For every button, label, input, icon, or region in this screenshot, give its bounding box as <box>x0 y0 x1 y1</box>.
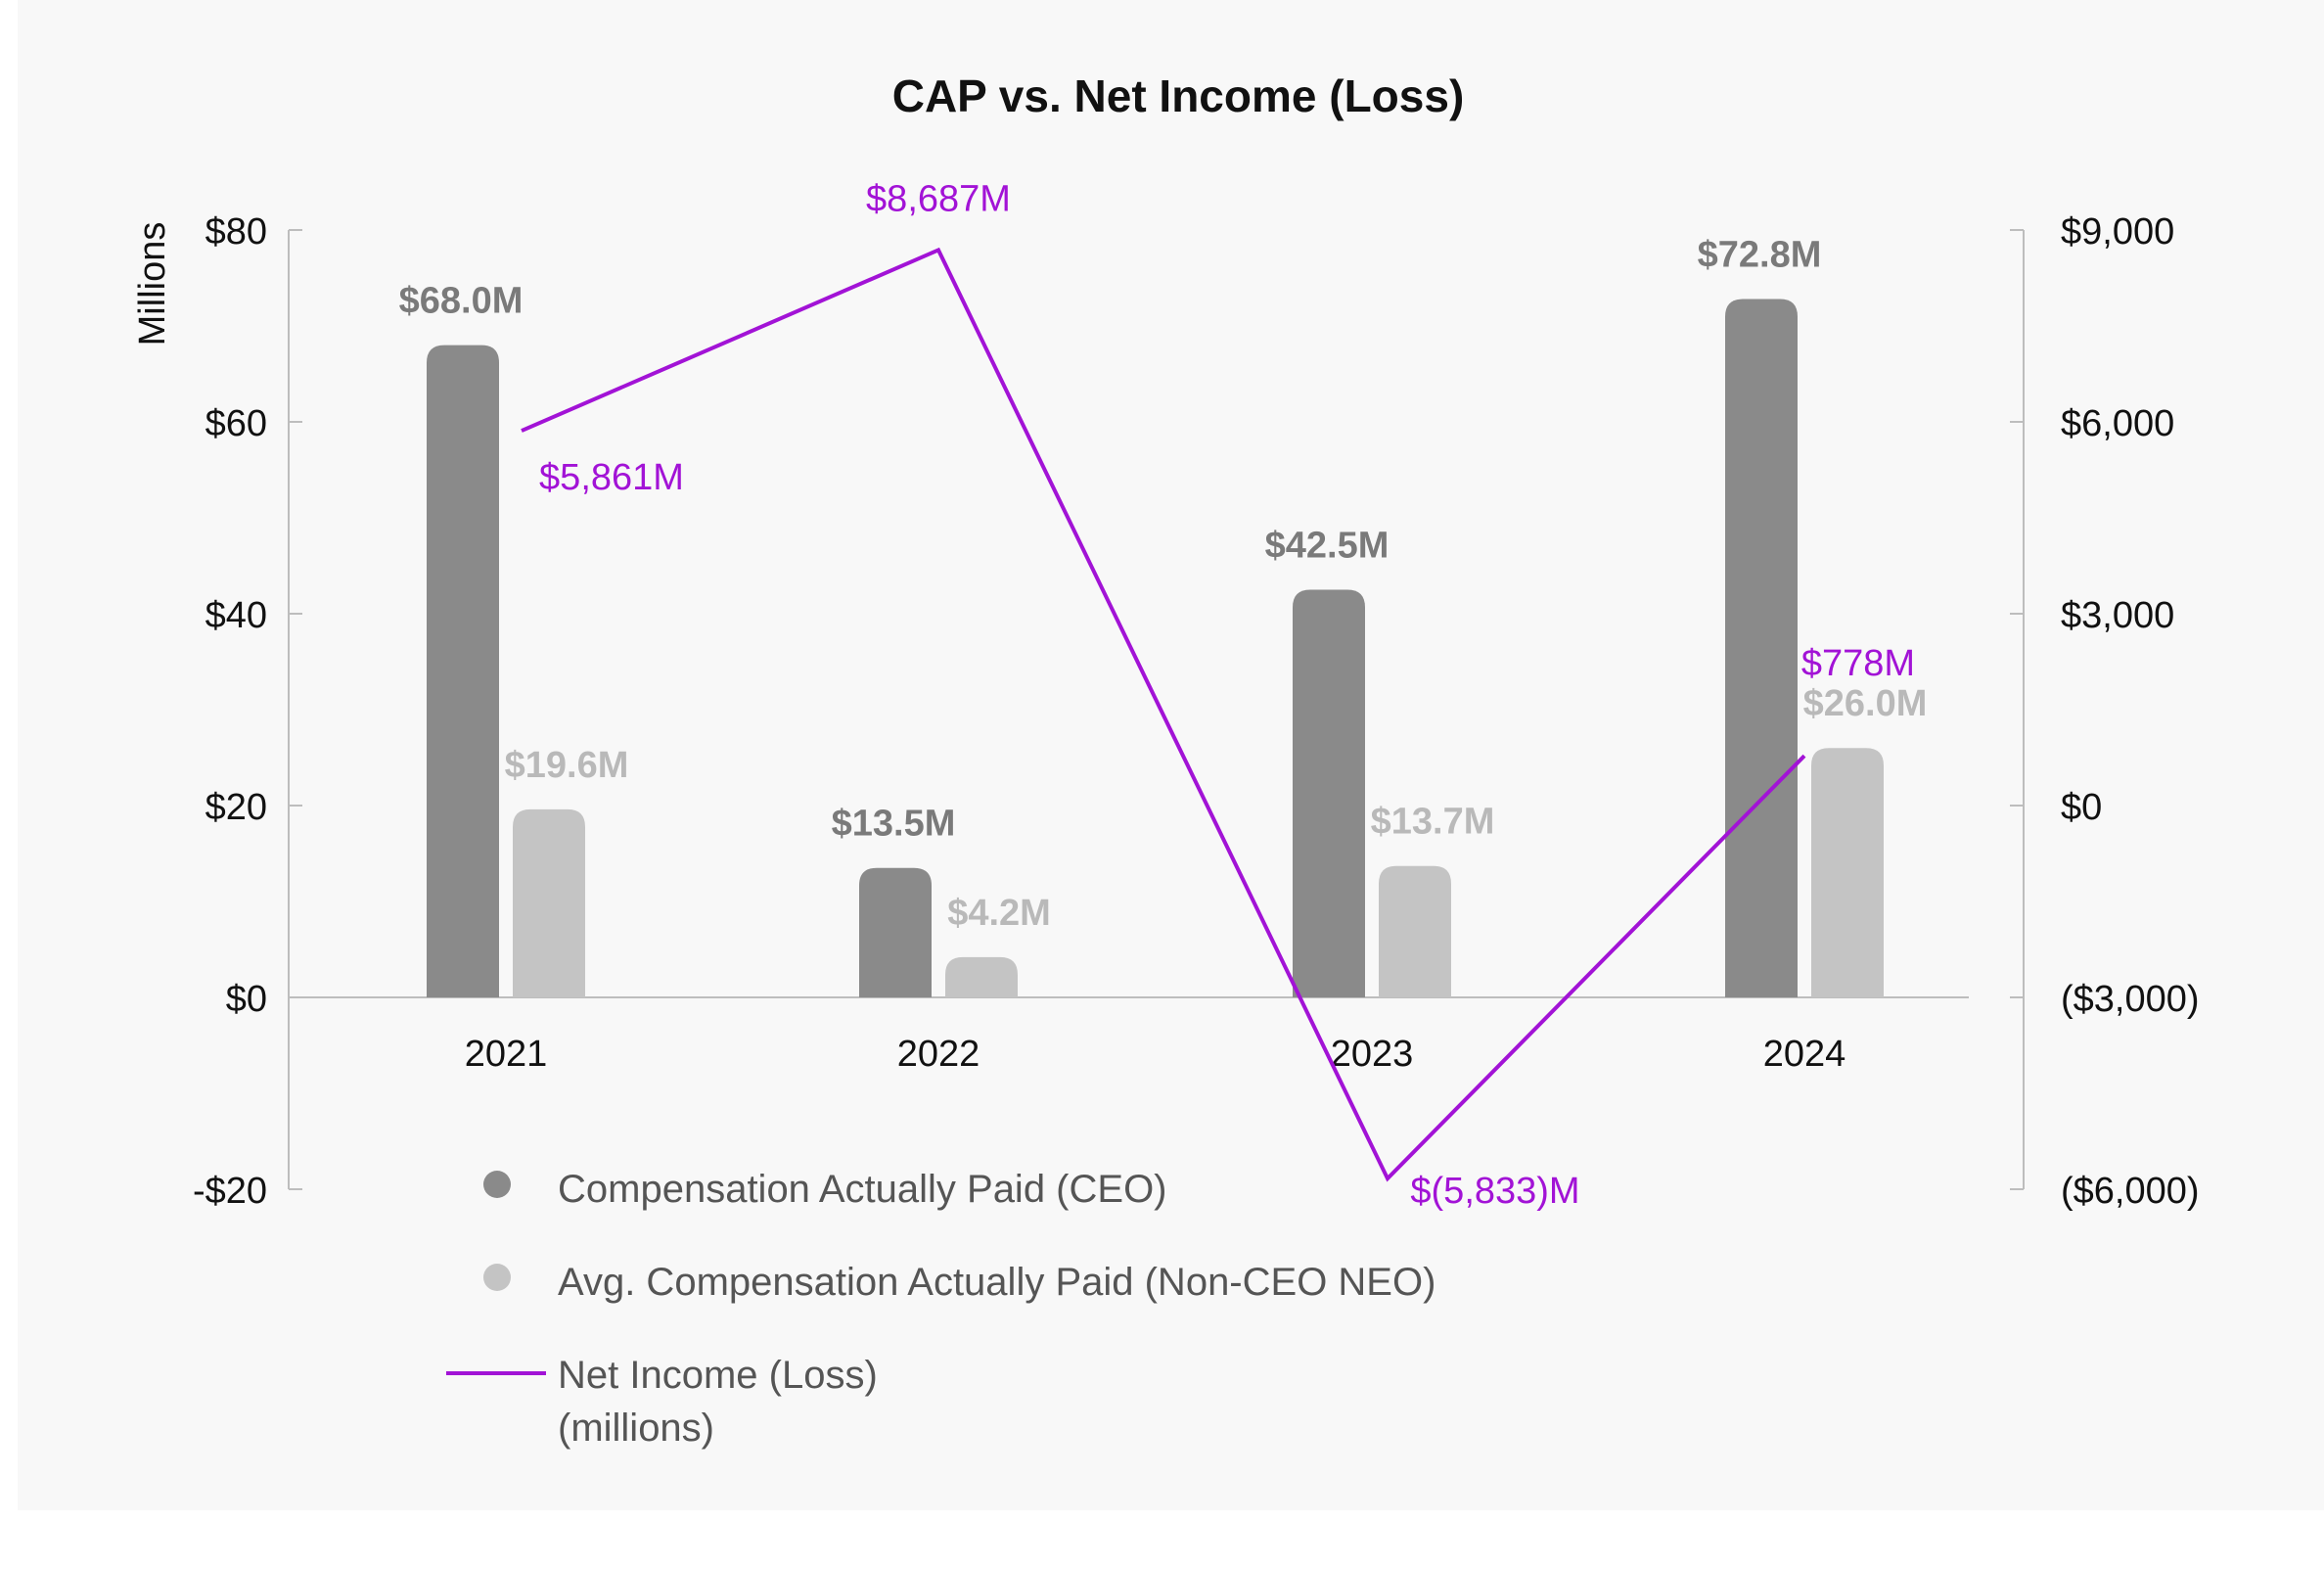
left-axis-tick-label: $20 <box>205 787 267 828</box>
x-axis-category-label: 2022 <box>897 1034 980 1075</box>
neo-bar <box>1379 865 1451 997</box>
x-axis-category-label: 2021 <box>465 1034 548 1075</box>
chart-svg: CAP vs. Net Income (Loss) Millions -$20 $… <box>132 70 2200 1450</box>
neo-bar-value-label: $4.2M <box>947 893 1051 934</box>
left-axis-tick-label: -$20 <box>193 1171 267 1212</box>
legend-neo-marker <box>483 1264 511 1291</box>
right-axis-tick-label: $0 <box>2061 787 2102 828</box>
neo-bar-value-label: $13.7M <box>1371 802 1495 843</box>
net-income-value-label: $(5,833)M <box>1410 1171 1579 1212</box>
bars <box>427 299 1884 998</box>
axes: -$20 $0 $20 $40 $60 $80 ($6,000) ($3,000) $0 $3,0… <box>193 211 2200 1212</box>
net-income-line-layer <box>521 247 1806 1182</box>
net-income-labels: $5,861M $8,687M $(5,833)M $778M <box>539 178 1915 1212</box>
right-axis-tick-label: $9,000 <box>2061 211 2174 253</box>
ceo-bar <box>1293 589 1365 997</box>
right-axis-tick-label: $3,000 <box>2061 595 2174 636</box>
ceo-bar-value-label: $42.5M <box>1265 526 1390 567</box>
legend-net-income-unit: (millions) <box>558 1407 714 1450</box>
ceo-bar-value-label: $13.5M <box>832 804 956 845</box>
left-axis-tick-label: $40 <box>205 595 267 636</box>
neo-bar-value-label: $26.0M <box>1803 683 1928 724</box>
legend-ceo-label: Compensation Actually Paid (CEO) <box>558 1168 1167 1211</box>
right-axis-tick-label: ($6,000) <box>2061 1171 2200 1212</box>
ceo-bar <box>427 345 499 998</box>
net-income-value-label: $8,687M <box>866 178 1011 219</box>
chart-panel: CAP vs. Net Income (Loss) Millions -$20 $… <box>18 0 2324 1510</box>
right-axis-tick-label: $6,000 <box>2061 403 2174 444</box>
chart-title: CAP vs. Net Income (Loss) <box>892 70 1465 121</box>
net-income-line <box>521 247 1806 1182</box>
neo-bar <box>1811 748 1884 997</box>
ceo-bar <box>1725 299 1798 997</box>
net-income-value-label: $5,861M <box>539 457 684 498</box>
ceo-bar-value-label: $68.0M <box>399 281 524 322</box>
legend-net-income-label: Net Income (Loss) <box>558 1354 878 1397</box>
neo-bar <box>945 956 1018 997</box>
x-axis-category-label: 2023 <box>1331 1034 1414 1075</box>
legend: Compensation Actually Paid (CEO) Avg. Co… <box>446 1168 1435 1450</box>
net-income-value-label: $778M <box>1801 643 1915 684</box>
y-axis-label: Millions <box>132 222 173 346</box>
right-axis-tick-label: ($3,000) <box>2061 979 2200 1020</box>
ceo-bar-value-label: $72.8M <box>1698 235 1822 276</box>
left-axis-tick-label: $60 <box>205 403 267 444</box>
legend-neo-label: Avg. Compensation Actually Paid (Non-CEO… <box>558 1261 1435 1304</box>
ceo-bar <box>859 867 932 997</box>
x-axis-category-label: 2024 <box>1763 1034 1846 1075</box>
left-axis-tick-label: $80 <box>205 211 267 253</box>
left-axis-tick-label: $0 <box>226 979 267 1020</box>
bar-labels: $68.0M $13.5M $42.5M $72.8M $19.6M $4.2M $13.7… <box>399 235 1928 934</box>
legend-ceo-marker <box>483 1171 511 1198</box>
neo-bar <box>513 808 585 997</box>
neo-bar-value-label: $19.6M <box>505 745 629 786</box>
